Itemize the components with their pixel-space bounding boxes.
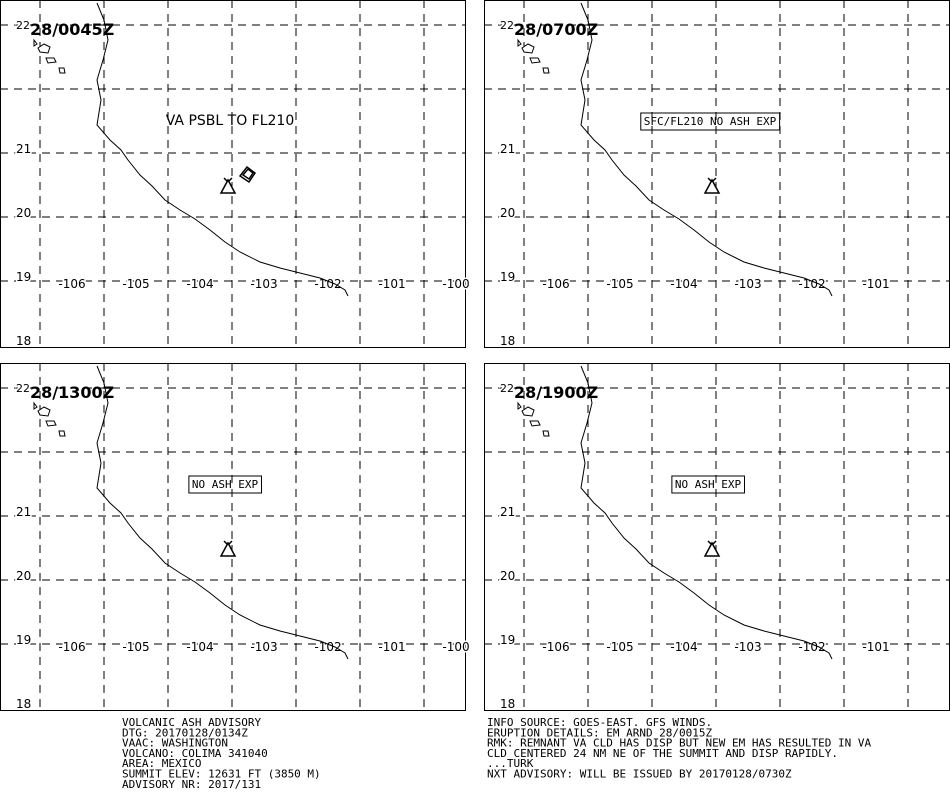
lat-label: 22 [500,382,514,395]
valid-time: 28/1300Z [30,383,114,402]
lat-label: 18 [16,334,31,348]
lat-label: 21 [16,142,31,156]
lon-label: -100 [442,640,469,654]
advisory-line: RMK: REMNANT VA CLD HAS DISP BUT NEW EM … [487,737,871,750]
lat-label: 22 [16,19,30,32]
lon-label: -105 [122,277,149,291]
coastline [580,2,833,297]
annotation: SFC/FL210 NO ASH EXP [644,115,777,128]
lon-label: -101 [378,640,405,654]
lon-label: -105 [606,640,633,654]
coastline [96,2,349,297]
lon-label: -104 [186,640,213,654]
annotation-box [188,475,262,494]
lat-label: 18 [16,697,31,711]
lon-label: -102 [314,277,341,291]
coastline [580,365,833,660]
lat-label: 21 [16,505,31,519]
map-panel: 22 21 20 19 18 -106 -105 -104 -103 -102 -101 28/190… [484,363,950,713]
annotation: VA PSBL TO FL210 [166,113,295,129]
advisory-line: NXT ADVISORY: WILL BE ISSUED BY 20170128… [487,768,792,781]
lat-label: 21 [500,505,515,519]
lat-label: 20 [16,206,31,220]
lon-label: -103 [250,277,277,291]
lat-label: 18 [500,334,515,348]
panel-border [0,0,466,348]
islands [517,38,550,74]
lat-label: 19 [500,633,515,647]
lon-label: -102 [798,277,825,291]
map-panel: 22 21 20 19 18 -106 -105 -104 -103 -102 -101 28/070… [484,0,950,350]
lon-label: -106 [58,640,85,654]
map-panel: 22 21 20 19 18 -106 -105 -104 -103 -102 -101 -100 28… [0,0,471,350]
advisory-line: CLD CENTERED 24 NM NE OF THE SUMMIT AND … [487,747,838,760]
lon-label: -105 [122,640,149,654]
panel-border [0,363,466,711]
lat-label: 21 [500,142,515,156]
lon-label: -106 [542,277,569,291]
lat-label: 22 [500,19,514,32]
panel-border [484,363,950,711]
valid-time: 28/0045Z [30,20,114,39]
lat-label: 22 [16,382,30,395]
advisory-line: INFO SOURCE: GOES-EAST. GFS WINDS. [487,716,712,729]
lon-label: -106 [58,277,85,291]
annotation-box [671,475,745,494]
lon-label: -102 [314,640,341,654]
lon-label: -103 [250,640,277,654]
lon-label: -100 [442,277,469,291]
panel-border [484,0,950,348]
lon-label: -101 [862,277,889,291]
lat-label: 18 [500,697,515,711]
volcano-symbol [703,540,721,557]
lon-label: -102 [798,640,825,654]
ash-cloud [238,165,257,184]
annotation-box [640,112,781,131]
lat-label: 20 [500,206,515,220]
advisory-line: VAAC: WASHINGTON [122,737,228,750]
lon-label: -104 [670,277,697,291]
volcano-symbol [703,177,721,194]
lat-label: 19 [16,633,31,647]
valid-time: 28/0700Z [514,20,598,39]
islands [33,401,66,437]
lat-label: 20 [16,569,31,583]
valid-time: 28/1900Z [514,383,598,402]
advisory-line: ...TURK [487,757,534,770]
advisory-line: VOLCANO: COLIMA 341040 [122,747,268,760]
lon-label: -105 [606,277,633,291]
lon-label: -103 [734,277,761,291]
advisory-line: ERUPTION DETAILS: EM ARND 28/0015Z [487,726,713,739]
lon-label: -101 [378,277,405,291]
lat-label: 20 [500,569,515,583]
lon-label: -103 [734,640,761,654]
volcano-symbol [219,540,237,557]
lon-label: -106 [542,640,569,654]
advisory-line: VOLCANIC ASH ADVISORY [122,716,261,729]
lat-label: 19 [500,270,515,284]
advisory-line: DTG: 20170128/0134Z [122,726,248,739]
annotation: NO ASH EXP [192,478,259,491]
lon-label: -104 [186,277,213,291]
advisory-line: SUMMIT ELEV: 12631 FT (3850 M) [122,768,321,781]
advisory-line: AREA: MEXICO [122,757,201,770]
volcano-symbol [219,177,237,194]
lon-label: -104 [670,640,697,654]
islands [33,38,66,74]
islands [517,401,550,437]
lon-label: -101 [862,640,889,654]
annotation: NO ASH EXP [675,478,742,491]
map-panel: 22 21 20 19 18 -106 -105 -104 -103 -102 -101 -100 28… [0,363,471,713]
advisory-line: ADVISORY NR: 2017/131 [122,778,261,791]
coastline [96,365,349,660]
lat-label: 19 [16,270,31,284]
